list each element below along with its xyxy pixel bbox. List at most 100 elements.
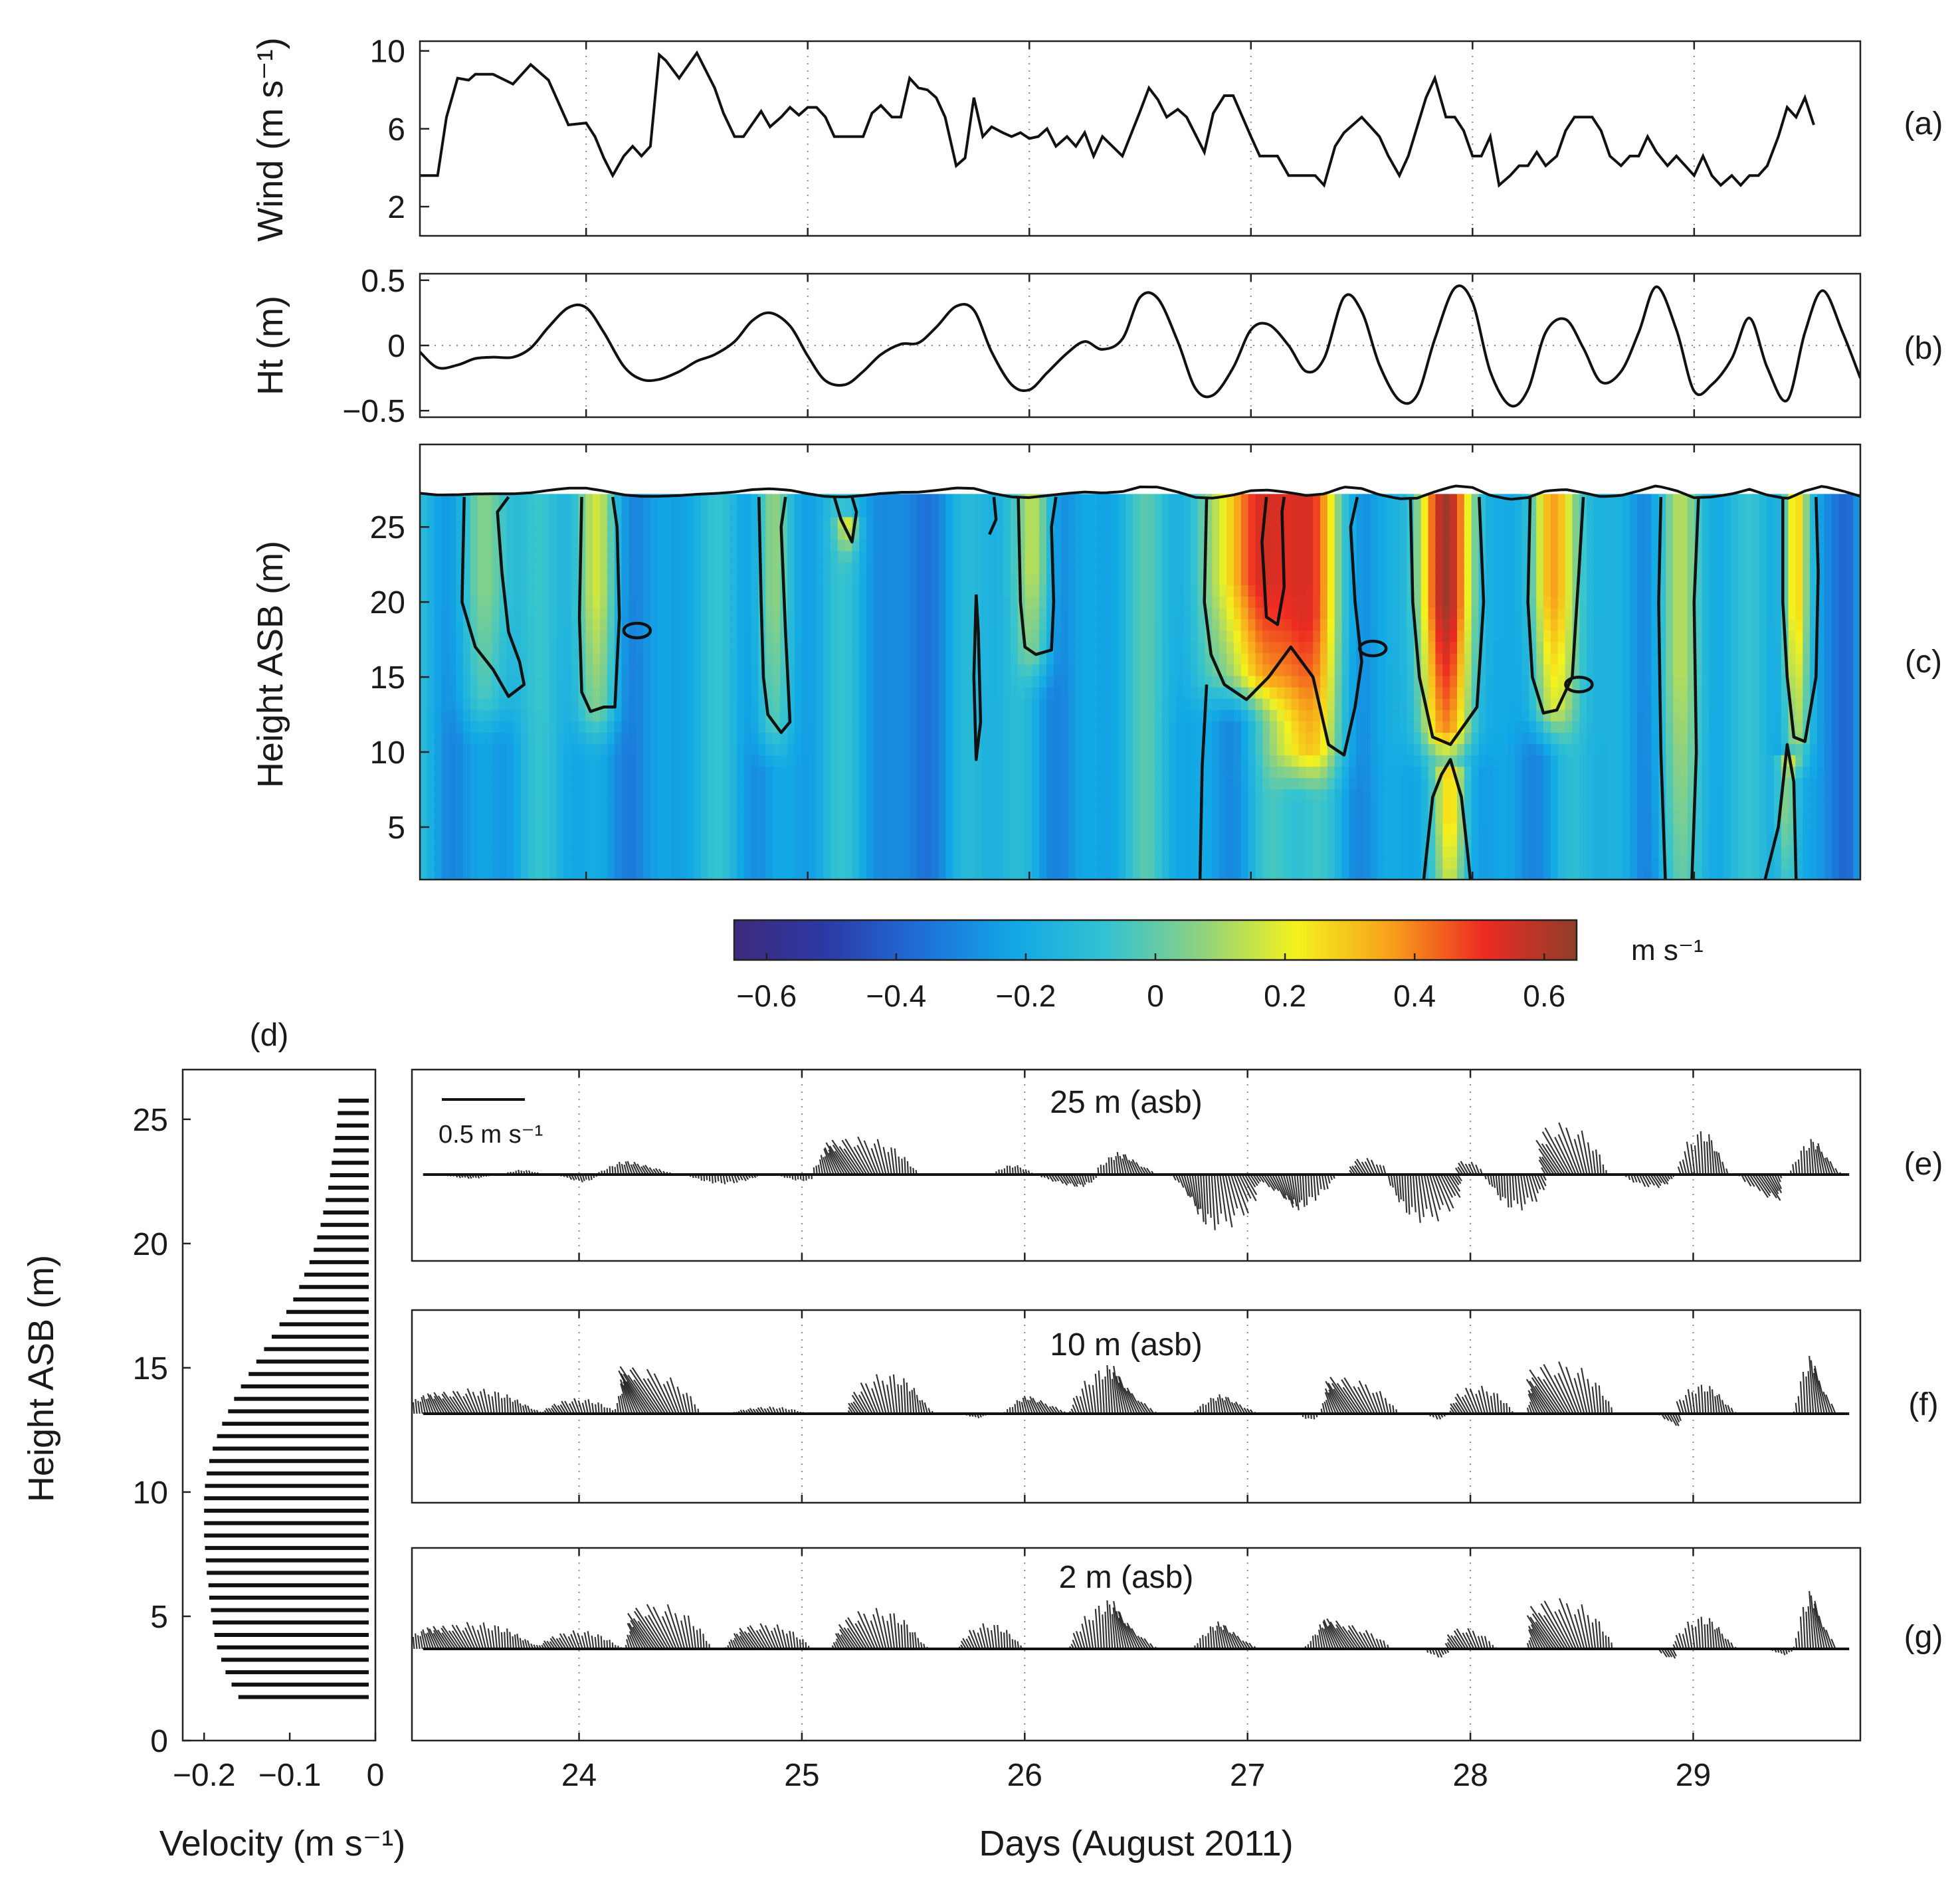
heatmap-cell [1392,618,1400,631]
heatmap-cell [434,664,442,676]
heatmap-cell [1270,789,1278,801]
heatmap-cell [1161,686,1170,699]
heatmap-cell [1370,709,1379,721]
heatmap-cell [593,868,601,880]
heatmap-cell [1219,607,1227,620]
heatmap-cell [1003,494,1011,506]
heatmap-cell [542,822,550,835]
heatmap-cell [1154,698,1163,710]
heatmap-cell [730,721,737,733]
heatmap-cell [1421,822,1429,835]
heatmap-cell [981,743,990,755]
heatmap-cell [1053,732,1062,744]
heatmap-cell [780,743,788,755]
heatmap-cell [1053,630,1062,642]
heatmap-cell [852,777,860,790]
heatmap-cell [1421,721,1429,733]
heatmap-cell [542,789,550,801]
heatmap-cell [693,845,702,858]
heatmap-cell [1053,596,1062,609]
heatmap-cell [1046,845,1054,858]
heatmap-cell [931,607,939,620]
heatmap-cell [1032,641,1040,654]
heatmap-cell [448,505,456,518]
heatmap-cell [1240,618,1249,631]
heatmap-cell [686,755,694,767]
heatmap-cell [1205,743,1213,755]
heatmap-cell [989,562,997,574]
heatmap-cell [773,800,781,812]
heatmap-cell [434,800,442,812]
heatmap-cell [1399,562,1407,574]
heatmap-cell [866,845,874,858]
heatmap-cell [686,516,694,529]
heatmap-cell [1010,527,1019,540]
heatmap-cell [1219,585,1227,597]
heatmap-cell [1428,868,1436,880]
heatmap-cell [1046,596,1054,609]
heatmap-cell [722,630,730,642]
heatmap-cell [477,755,486,767]
heatmap-cell [535,550,543,563]
heatmap-cell [420,777,428,790]
heatmap-cell [1327,709,1335,721]
heatmap-cell [420,845,428,858]
heatmap-cell [585,494,593,506]
heatmap-cell [535,698,543,710]
heatmap-cell [1363,766,1371,779]
heatmap-cell [528,834,536,846]
heatmap-cell [1313,607,1321,620]
heatmap-cell [859,789,867,801]
heatmap-cell [477,527,486,540]
heatmap-cell [924,562,932,574]
heatmap-cell [513,630,522,642]
heatmap-cell [1154,505,1163,518]
heatmap-cell [549,698,557,710]
heatmap-cell [1032,822,1040,835]
heatmap-cell [1118,686,1127,699]
heatmap-cell [1046,732,1054,744]
heatmap-cell [945,585,953,597]
heatmap-cell [679,630,687,642]
heatmap-cell [1313,573,1321,585]
heatmap-cell [1356,596,1364,609]
heatmap-cell [1190,505,1199,518]
heatmap-cell [1450,743,1458,755]
heatmap-cell [607,607,615,620]
heatmap-cell [1212,777,1220,790]
heatmap-cell [895,777,903,790]
heatmap-cell [1457,743,1465,755]
heatmap-cell [1233,550,1242,563]
heatmap-cell [730,709,737,721]
heatmap-cell [1176,618,1184,631]
heatmap-cell [1126,675,1133,688]
heatmap-cell [1219,505,1227,518]
heatmap-cell [492,709,500,721]
heatmap-cell [967,630,975,642]
heatmap-cell [1090,709,1098,721]
heatmap-cell [837,641,846,654]
heatmap-cell [1457,641,1465,654]
heatmap-cell [700,585,709,597]
heatmap-cell [1205,686,1213,699]
heatmap-cell [1176,664,1184,676]
heatmap-cell [1104,777,1112,790]
heatmap-cell [708,618,716,631]
heatmap-cell [715,811,723,824]
heatmap-cell [1413,811,1422,824]
heatmap-cell [801,800,810,812]
heatmap-cell [801,539,810,551]
heatmap-cell [1068,686,1076,699]
heatmap-cell [693,709,702,721]
heatmap-cell [1270,686,1278,699]
heatmap-cell [880,822,889,835]
heatmap-cell [1413,856,1422,869]
heatmap-cell [1413,822,1422,835]
heatmap-cell [1068,789,1076,801]
heatmap-cell [1082,596,1090,609]
heatmap-cell [686,607,694,620]
heatmap-cell [910,618,918,631]
heatmap-cell [484,652,493,665]
heatmap-cell [506,845,514,858]
heatmap-cells [420,494,1860,880]
